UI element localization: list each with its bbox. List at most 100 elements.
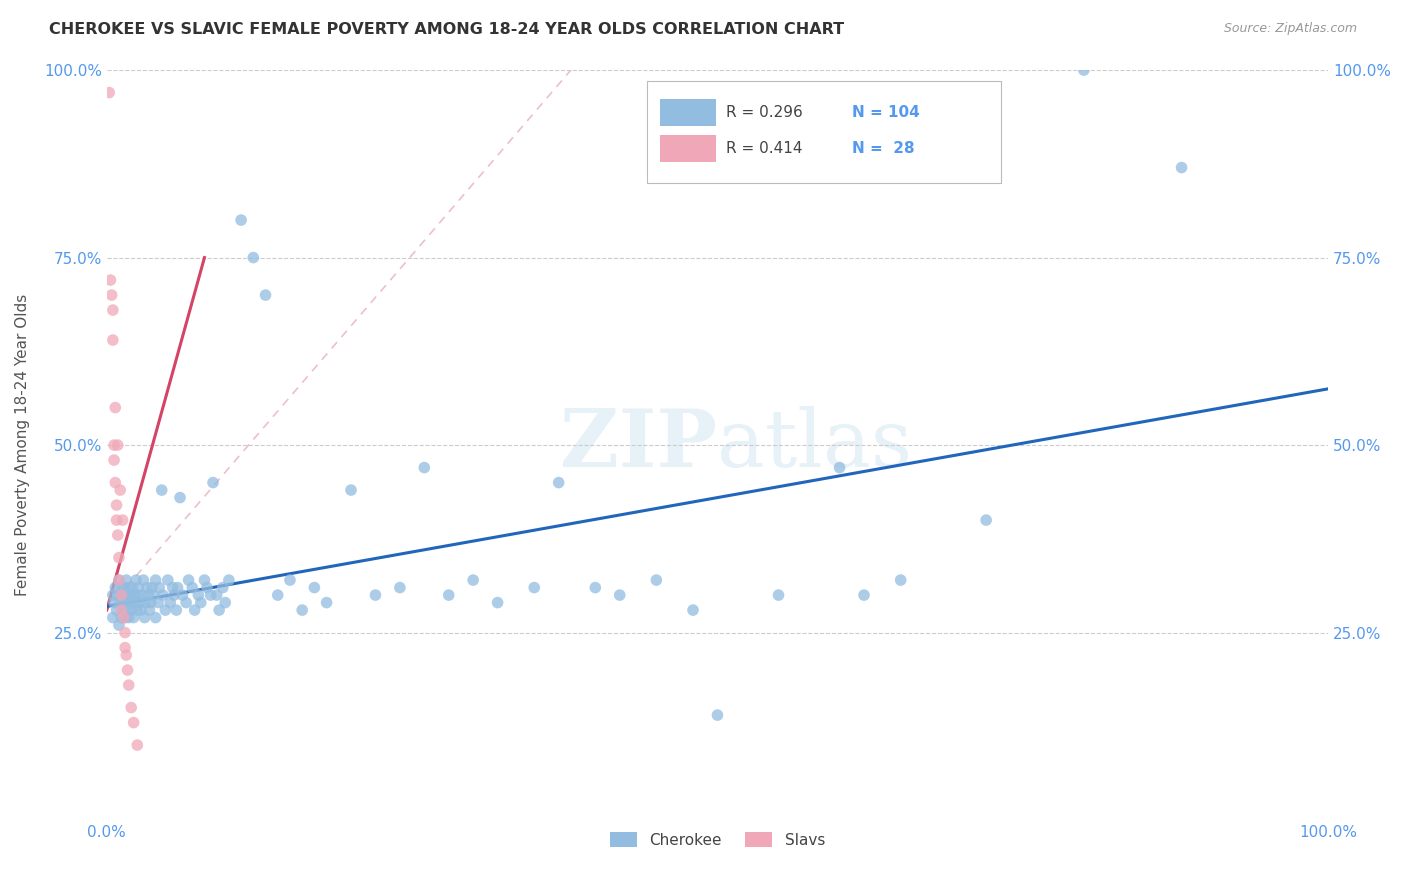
Point <box>136 581 159 595</box>
Point <box>768 588 790 602</box>
Point <box>110 603 132 617</box>
Point <box>304 581 326 595</box>
Point <box>111 603 134 617</box>
Point <box>132 573 155 587</box>
Point <box>108 573 131 587</box>
Point <box>122 610 145 624</box>
Point <box>107 588 129 602</box>
Point <box>162 581 184 595</box>
Text: R = 0.296: R = 0.296 <box>725 105 803 120</box>
Point <box>108 550 131 565</box>
Point <box>105 498 128 512</box>
Point <box>105 513 128 527</box>
Text: CHEROKEE VS SLAVIC FEMALE POVERTY AMONG 18-24 YEAR OLDS CORRELATION CHART: CHEROKEE VS SLAVIC FEMALE POVERTY AMONG … <box>49 22 845 37</box>
Point <box>127 603 149 617</box>
Point <box>135 596 157 610</box>
Point <box>853 588 876 602</box>
Point <box>682 603 704 617</box>
Point <box>547 475 569 490</box>
Point <box>364 588 387 602</box>
Point <box>134 610 156 624</box>
Point <box>142 588 165 602</box>
Point <box>145 610 167 624</box>
Point <box>107 438 129 452</box>
Point <box>177 573 200 587</box>
Point <box>110 581 132 595</box>
Point <box>145 573 167 587</box>
Point <box>101 333 124 347</box>
Point <box>104 581 127 595</box>
Point <box>108 596 131 610</box>
Point <box>148 581 170 595</box>
Point <box>104 475 127 490</box>
FancyBboxPatch shape <box>659 99 716 127</box>
Point <box>195 581 218 595</box>
Point <box>413 460 436 475</box>
Point <box>437 588 460 602</box>
Point <box>118 678 141 692</box>
Point <box>122 715 145 730</box>
Point <box>254 288 277 302</box>
Point <box>315 596 337 610</box>
Point <box>214 596 236 610</box>
Point <box>101 588 124 602</box>
Point <box>121 581 143 595</box>
Point <box>107 528 129 542</box>
Point <box>166 581 188 595</box>
Point <box>165 603 187 617</box>
FancyBboxPatch shape <box>659 136 716 162</box>
Point <box>112 610 135 624</box>
Point <box>388 581 411 595</box>
Text: N =  28: N = 28 <box>852 141 914 156</box>
Point <box>181 581 204 595</box>
Point <box>1170 161 1192 175</box>
Point <box>122 588 145 602</box>
Point <box>169 491 191 505</box>
Point <box>108 618 131 632</box>
Point <box>124 596 146 610</box>
Point <box>146 596 169 610</box>
Text: atlas: atlas <box>717 406 912 484</box>
Point <box>139 596 162 610</box>
Point <box>117 663 139 677</box>
Point <box>112 596 135 610</box>
Point <box>609 588 631 602</box>
Point <box>111 588 134 602</box>
FancyBboxPatch shape <box>647 81 1001 183</box>
Point <box>141 581 163 595</box>
Point <box>974 513 997 527</box>
Point <box>127 738 149 752</box>
Point <box>103 596 125 610</box>
Point <box>128 581 150 595</box>
Point <box>211 581 233 595</box>
Point <box>127 588 149 602</box>
Point <box>202 475 225 490</box>
Point <box>193 573 215 587</box>
Point <box>172 588 194 602</box>
Text: R = 0.414: R = 0.414 <box>725 141 803 156</box>
Point <box>115 573 138 587</box>
Point <box>103 438 125 452</box>
Point <box>125 573 148 587</box>
Point <box>218 573 240 587</box>
Point <box>101 610 124 624</box>
Point <box>242 251 264 265</box>
Point <box>523 581 546 595</box>
Point <box>340 483 363 497</box>
Point <box>98 86 121 100</box>
Legend: Cherokee, Slavs: Cherokee, Slavs <box>603 825 831 854</box>
Point <box>205 588 228 602</box>
Point <box>155 603 177 617</box>
Point <box>463 573 485 587</box>
Point <box>114 625 136 640</box>
Point <box>645 573 668 587</box>
Point <box>229 213 252 227</box>
Point <box>111 513 134 527</box>
Point <box>129 603 152 617</box>
Point <box>486 596 509 610</box>
Point <box>583 581 606 595</box>
Point <box>183 603 205 617</box>
Point <box>112 581 135 595</box>
Point <box>208 603 231 617</box>
Point <box>828 460 851 475</box>
